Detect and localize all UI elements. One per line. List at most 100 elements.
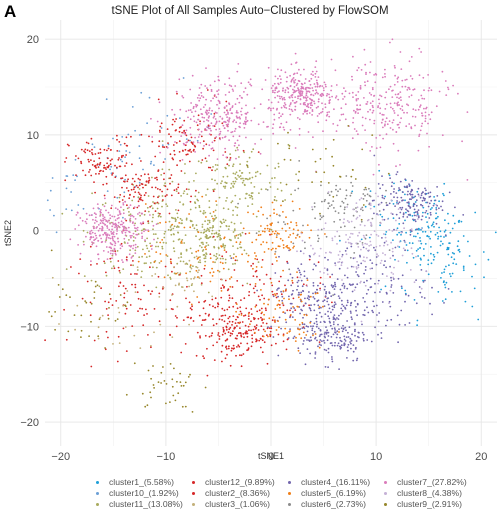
point (268, 327, 271, 329)
point (322, 87, 325, 89)
point (224, 339, 227, 342)
point (195, 105, 198, 108)
point (225, 328, 228, 331)
point (421, 215, 424, 218)
point (419, 247, 421, 249)
point (316, 288, 318, 291)
point (360, 262, 363, 265)
point (199, 123, 201, 125)
point (121, 199, 124, 201)
point (409, 192, 411, 195)
point (138, 256, 141, 259)
point (233, 327, 236, 330)
point (360, 197, 363, 200)
point (306, 110, 308, 112)
point (399, 107, 402, 110)
legend-label: cluster12_(9.89%) (205, 477, 275, 487)
point (276, 188, 279, 191)
point (201, 319, 204, 321)
point (234, 194, 237, 197)
point (280, 122, 283, 125)
point (267, 66, 270, 69)
point (441, 209, 444, 212)
point (315, 89, 317, 92)
point (408, 185, 411, 188)
point (224, 120, 226, 123)
point (393, 228, 395, 231)
point (208, 221, 211, 224)
point (314, 92, 317, 95)
point (180, 195, 183, 197)
point (209, 271, 212, 274)
point (121, 177, 124, 180)
point (140, 232, 143, 235)
point (417, 216, 420, 219)
point (75, 155, 77, 157)
point (315, 79, 318, 82)
point (280, 95, 283, 98)
point (310, 93, 312, 96)
point (424, 192, 427, 195)
point (355, 130, 358, 133)
point (414, 235, 417, 238)
point (88, 171, 90, 173)
point (362, 246, 365, 249)
point (363, 188, 366, 191)
point (393, 112, 396, 114)
point (369, 277, 372, 280)
point (400, 196, 403, 199)
point (102, 183, 105, 186)
point (258, 279, 261, 281)
point (430, 89, 433, 92)
point (80, 148, 83, 151)
point (121, 230, 123, 233)
point (208, 154, 211, 157)
point (393, 188, 395, 190)
point (392, 278, 395, 280)
point (199, 120, 202, 123)
point (408, 96, 411, 98)
point (111, 304, 114, 306)
point (322, 89, 325, 92)
point (444, 283, 446, 286)
point (276, 95, 279, 97)
point (360, 238, 363, 241)
point (234, 142, 237, 145)
point (310, 244, 312, 247)
point (410, 94, 413, 97)
point (406, 261, 408, 264)
point (308, 339, 310, 341)
point (226, 175, 229, 178)
point (171, 157, 174, 160)
point (418, 286, 421, 288)
point (317, 327, 320, 330)
point (319, 94, 322, 97)
point (223, 221, 226, 224)
point (409, 233, 412, 236)
legend-key (96, 492, 99, 496)
point (277, 83, 280, 86)
point (276, 91, 279, 93)
point (300, 232, 303, 235)
point (384, 233, 387, 236)
point (280, 115, 282, 118)
point (250, 182, 253, 184)
point (176, 262, 179, 265)
point (138, 211, 141, 214)
point (222, 267, 225, 270)
point (260, 325, 263, 327)
point (240, 107, 243, 110)
point (357, 246, 360, 248)
point (212, 235, 215, 238)
point (136, 291, 139, 294)
point (392, 254, 394, 257)
point (296, 117, 299, 119)
point (369, 286, 372, 289)
point (314, 85, 317, 88)
point (401, 206, 404, 209)
point (161, 140, 164, 143)
point (331, 155, 333, 158)
point (256, 310, 259, 313)
point (256, 170, 259, 173)
point (234, 262, 237, 265)
